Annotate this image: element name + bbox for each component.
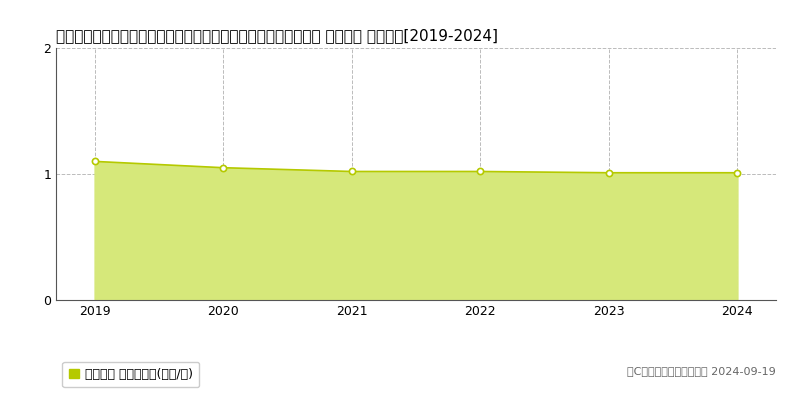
Point [346,168,358,175]
Text: （C）土地価格ドットコム 2024-09-19: （C）土地価格ドットコム 2024-09-19 [627,366,776,376]
Point [602,170,615,176]
Point [88,158,101,165]
Legend: 基準地価 平均坪単価(万円/坪): 基準地価 平均坪単価(万円/坪) [62,362,199,387]
Point [217,164,230,171]
Text: 山形県西置賜郡飯豊町大字手ノ子字上段下ー１６１４番４外１筆 基準地価 地価推移[2019-2024]: 山形県西置賜郡飯豊町大字手ノ子字上段下ー１６１４番４外１筆 基準地価 地価推移[… [56,28,498,43]
Point [474,168,486,175]
Point [731,170,744,176]
